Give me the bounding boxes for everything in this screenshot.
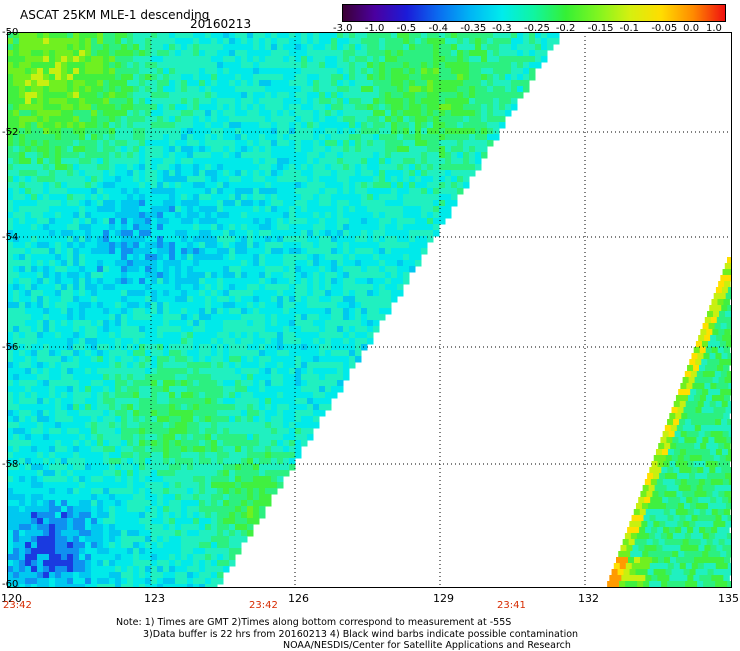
lat-label: -54 — [2, 232, 18, 243]
map-title: ASCAT 25KM MLE-1 descending — [20, 8, 209, 22]
lat-label: -60 — [2, 579, 18, 590]
colorbar — [342, 4, 726, 22]
data-cells — [7, 32, 732, 588]
lat-label: -56 — [2, 342, 18, 353]
lon-label: 132 — [578, 592, 599, 605]
lon-label: 135 — [718, 592, 739, 605]
time-label: 23:41 — [497, 600, 526, 611]
lat-label: -50 — [2, 27, 18, 38]
lon-label: 126 — [288, 592, 309, 605]
lat-label: -58 — [2, 459, 18, 470]
map-date: 20160213 — [190, 17, 251, 31]
lon-label: 129 — [433, 592, 454, 605]
time-label: 23:42 — [249, 600, 278, 611]
swath-map — [7, 32, 732, 588]
lat-label: -52 — [2, 127, 18, 138]
credit-line: NOAA/NESDIS/Center for Satellite Applica… — [283, 640, 571, 651]
note-line-2: 3)Data buffer is 22 hrs from 20160213 4)… — [143, 629, 578, 641]
lon-label: 123 — [144, 592, 165, 605]
colorbar-gradient — [343, 5, 725, 21]
note-line-1: Note: 1) Times are GMT 2)Times along bot… — [116, 617, 511, 629]
time-label: 23:42 — [3, 600, 32, 611]
